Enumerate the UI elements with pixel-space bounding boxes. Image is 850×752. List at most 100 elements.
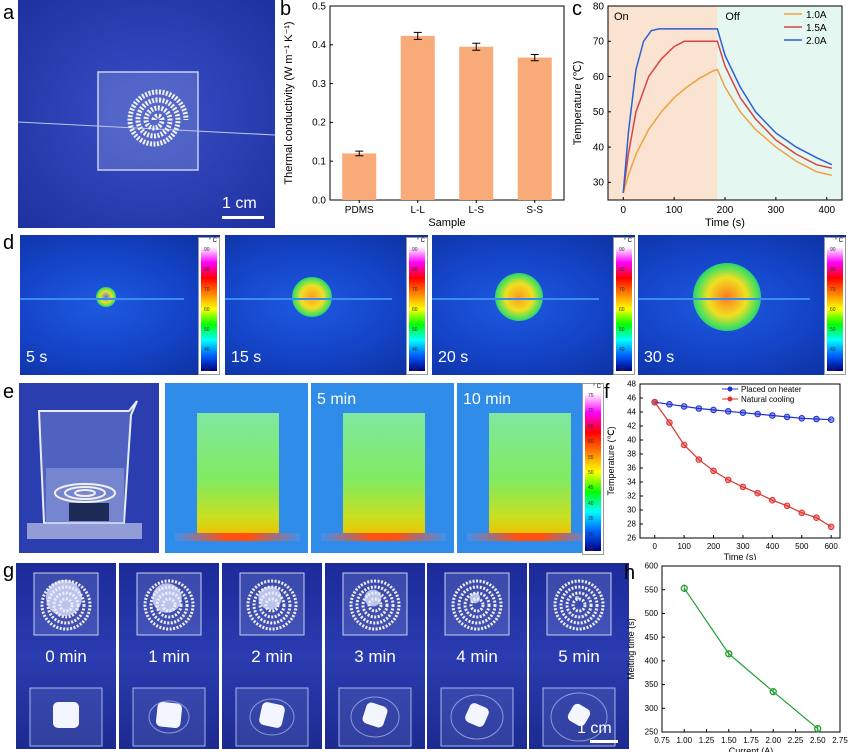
panel-label-e: e — [3, 381, 15, 403]
y-tick-label: 38 — [627, 450, 636, 459]
y-tick-label: 48 — [627, 380, 636, 389]
time-label: 10 min — [463, 391, 512, 408]
panel-e-beaker-photo — [19, 383, 159, 553]
chart-b: 0.0 0.1 0.2 0.3 0.4 0.5 Sample Thermal conducti… — [283, 1, 565, 229]
x-tick-label: 100 — [677, 542, 691, 551]
y-tick-label: 60 — [593, 72, 605, 83]
legend-label: 1.5A — [806, 23, 827, 34]
beaker-thermal — [343, 413, 425, 535]
data-point — [710, 406, 717, 414]
photo-drawing — [29, 572, 103, 747]
colorbar-tick: 50 — [588, 470, 594, 476]
colorbar-unit: ° C — [208, 238, 217, 244]
annotation-on: On — [614, 11, 629, 23]
spiral-turn — [565, 591, 593, 619]
colorbar-unit: ° C — [834, 238, 843, 244]
colorbar-tick: 40 — [412, 347, 418, 353]
bar-pdms — [342, 153, 377, 200]
wire-trace — [432, 298, 599, 300]
x-tick-label: 1.75 — [743, 736, 759, 745]
data-point — [651, 398, 659, 406]
data-point — [739, 409, 747, 417]
colorbar-tick: 70 — [619, 287, 625, 293]
chart-h: 250 300 350 400 450 500 550 600 0.75 1.00 1.25 1.50… — [626, 562, 848, 752]
spiral-turn — [559, 585, 599, 625]
ice-cube-top — [152, 583, 182, 613]
data-point — [724, 408, 732, 415]
data-point — [695, 405, 703, 412]
legend-marker — [727, 396, 733, 402]
colorbar-tick: 50 — [204, 327, 210, 333]
x-tick-label: 2.00 — [765, 736, 781, 745]
y-tick-label: 450 — [645, 633, 659, 642]
panel-label-h: h — [624, 562, 636, 584]
x-tick-label: L-L — [411, 205, 426, 216]
x-tick-label: S-S — [526, 205, 543, 216]
y-tick-label: 300 — [645, 704, 659, 713]
colorbar-tick: 60 — [830, 307, 836, 313]
wire-trace — [638, 298, 810, 300]
y-tick-label: 34 — [627, 478, 636, 487]
ice-cube-side — [259, 702, 285, 728]
panel-label-f: f — [604, 381, 610, 403]
time-label: 1 min — [148, 647, 190, 666]
panel-a-scale-bar — [222, 216, 264, 219]
colorbar-tick: 80 — [412, 267, 418, 273]
x-tick-label: 0.75 — [654, 736, 670, 745]
hot-spot — [96, 287, 116, 307]
colorbar-tick: 60 — [619, 307, 625, 313]
melt-water — [249, 698, 295, 736]
heater-base — [321, 533, 446, 541]
ice-cube-top — [575, 596, 579, 600]
colorbar-tick: 90 — [204, 247, 210, 253]
series-line — [654, 401, 832, 528]
ice-cube-side — [465, 703, 489, 727]
x-tick-label: 200 — [717, 205, 734, 216]
legend-label: Placed on heater — [741, 385, 802, 394]
x-tick-label: 0 — [652, 542, 657, 551]
data-point — [783, 413, 791, 421]
thermal-image-d: 20 s — [432, 235, 635, 375]
x-tick-label: 1.50 — [721, 736, 737, 745]
data-point — [813, 514, 820, 521]
spiral-turn — [571, 597, 587, 613]
colorbar-tick: 40 — [204, 347, 210, 353]
data-point — [813, 415, 820, 423]
bar-s-s — [517, 57, 552, 200]
y-tick-label: 28 — [627, 520, 636, 529]
colorbar-tick: 30 — [412, 367, 418, 373]
time-label: 0 min — [45, 647, 87, 666]
colorbar-d: ° C 90 80 70 60 50 40 30 — [198, 237, 220, 375]
colorbar-tick: 30 — [830, 367, 836, 373]
photo-drawing — [542, 572, 616, 747]
x-tick-label: 600 — [824, 542, 838, 551]
y-tick-label: 250 — [645, 728, 659, 737]
ice-cube-top — [469, 592, 481, 604]
data-point — [725, 650, 733, 658]
time-label: 20 s — [438, 349, 469, 366]
panel-label-c: c — [572, 0, 582, 20]
melting-photo: 4 min — [427, 563, 527, 749]
colorbar-e: ° C 75 70 65 60 55 50 45 40 35 30 25 — [582, 383, 604, 555]
y-axis-label: Melting time (s) — [626, 618, 636, 680]
time-label: 4 min — [456, 647, 498, 666]
time-label: 5 min — [558, 647, 600, 666]
x-tick-label: 2.25 — [788, 736, 804, 745]
melt-water — [148, 700, 190, 734]
x-tick-label: 400 — [766, 542, 780, 551]
melt-water — [450, 694, 504, 740]
colorbar-tick: 40 — [588, 500, 594, 507]
colorbar-gradient — [409, 247, 425, 371]
colorbar-gradient — [616, 247, 632, 371]
time-label: 30 s — [644, 349, 675, 366]
colorbar-d: ° C 90 80 70 60 50 40 30 — [406, 237, 428, 375]
y-tick-label: 46 — [627, 394, 636, 403]
spiral-turn — [143, 579, 195, 631]
chart-f: 26 28 30 32 34 36 38 40 42 44 46 48 0 100 200 300 400 500… — [606, 380, 841, 560]
spiral-turn — [553, 579, 605, 631]
x-tick-label: 2.75 — [832, 736, 848, 745]
heater-base — [175, 533, 300, 541]
y-tick-label: 30 — [627, 506, 636, 515]
series-2.0A — [622, 28, 833, 194]
y-tick-label: 40 — [627, 436, 636, 445]
